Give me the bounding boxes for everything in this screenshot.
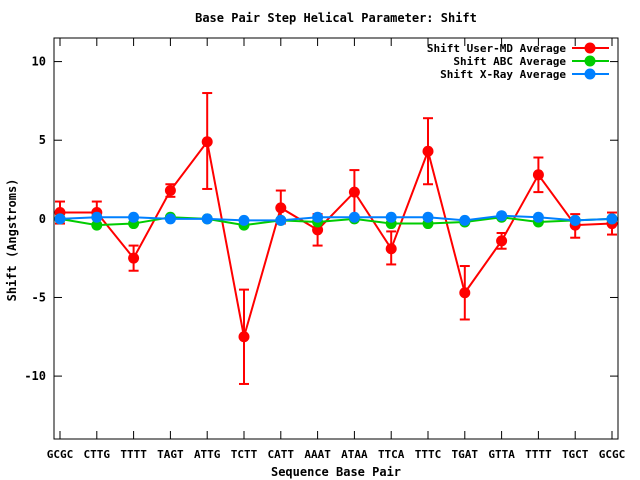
x-tick-label: TTTT: [120, 448, 147, 461]
data-point: [128, 211, 140, 223]
data-point: [569, 214, 581, 226]
data-point: [275, 214, 287, 226]
data-point: [54, 213, 66, 225]
data-point: [312, 211, 324, 223]
data-point: [385, 211, 397, 223]
series-line: [59, 214, 613, 222]
y-tick-label: 10: [32, 55, 46, 69]
y-axis-label: Shift (Angstroms): [5, 179, 19, 302]
y-tick-label: 5: [39, 133, 46, 147]
x-tick-label: TTCA: [378, 448, 405, 461]
y-tick-label: -5: [32, 290, 46, 304]
x-tick-label: TCTT: [231, 448, 258, 461]
x-tick-label: TAGT: [157, 448, 184, 461]
data-point: [275, 202, 287, 214]
data-point: [348, 186, 360, 198]
series-line: [59, 216, 613, 227]
x-tick-label: GCGC: [599, 448, 626, 461]
data-point: [238, 331, 250, 343]
x-tick-label: TTTT: [525, 448, 552, 461]
data-point: [606, 213, 618, 225]
data-point: [348, 211, 360, 223]
data-point: [459, 287, 471, 299]
data-point: [422, 145, 434, 157]
x-tick-label: GTTA: [488, 448, 515, 461]
axes: -10 -5 0 5 10 GCGC CTTG TTTT TAGT ATTG TCTT CATT AAA…: [24, 38, 625, 461]
y-tick-label: -10: [24, 369, 46, 383]
legend-marker: [584, 55, 596, 67]
chart-title: Base Pair Step Helical Parameter: Shift: [195, 11, 477, 25]
x-tick-label: CATT: [268, 448, 295, 461]
data-point: [496, 210, 508, 222]
plot-frame: [53, 37, 619, 440]
y-tick-label: 0: [39, 212, 46, 226]
data-point: [312, 224, 324, 236]
data-point: [164, 213, 176, 225]
data-point: [91, 211, 103, 223]
data-point: [532, 211, 544, 223]
x-tick-label: ATAA: [341, 448, 368, 461]
data-point: [201, 136, 213, 148]
series-2: [54, 211, 618, 231]
x-tick-label: GCGC: [47, 448, 74, 461]
x-tick-label: ATTG: [194, 448, 221, 461]
series-line: [60, 139, 613, 338]
data-point: [422, 211, 434, 223]
x-tick-label: CTTG: [84, 448, 111, 461]
data-point: [459, 214, 471, 226]
legend-marker: [584, 42, 596, 54]
x-tick-label: TGAT: [452, 448, 479, 461]
data-point: [201, 213, 213, 225]
legend-label: Shift ABC Average: [453, 55, 566, 68]
legend-marker: [584, 68, 596, 80]
data-point: [164, 185, 176, 197]
data-point: [91, 219, 103, 231]
plot-area: [54, 92, 618, 385]
data-point: [128, 252, 140, 264]
series-3: [54, 210, 618, 226]
x-tick-label: TGCT: [562, 448, 589, 461]
data-point: [385, 243, 397, 255]
legend-label: Shift User-MD Average: [427, 42, 566, 55]
x-tick-label: TTTC: [415, 448, 442, 461]
series-1: [54, 92, 618, 385]
x-axis-label: Sequence Base Pair: [271, 465, 401, 479]
data-point: [238, 214, 250, 226]
legend-label: Shift X-Ray Average: [440, 68, 566, 81]
data-point: [532, 169, 544, 181]
x-tick-label: AAAT: [304, 448, 331, 461]
data-point: [496, 235, 508, 247]
